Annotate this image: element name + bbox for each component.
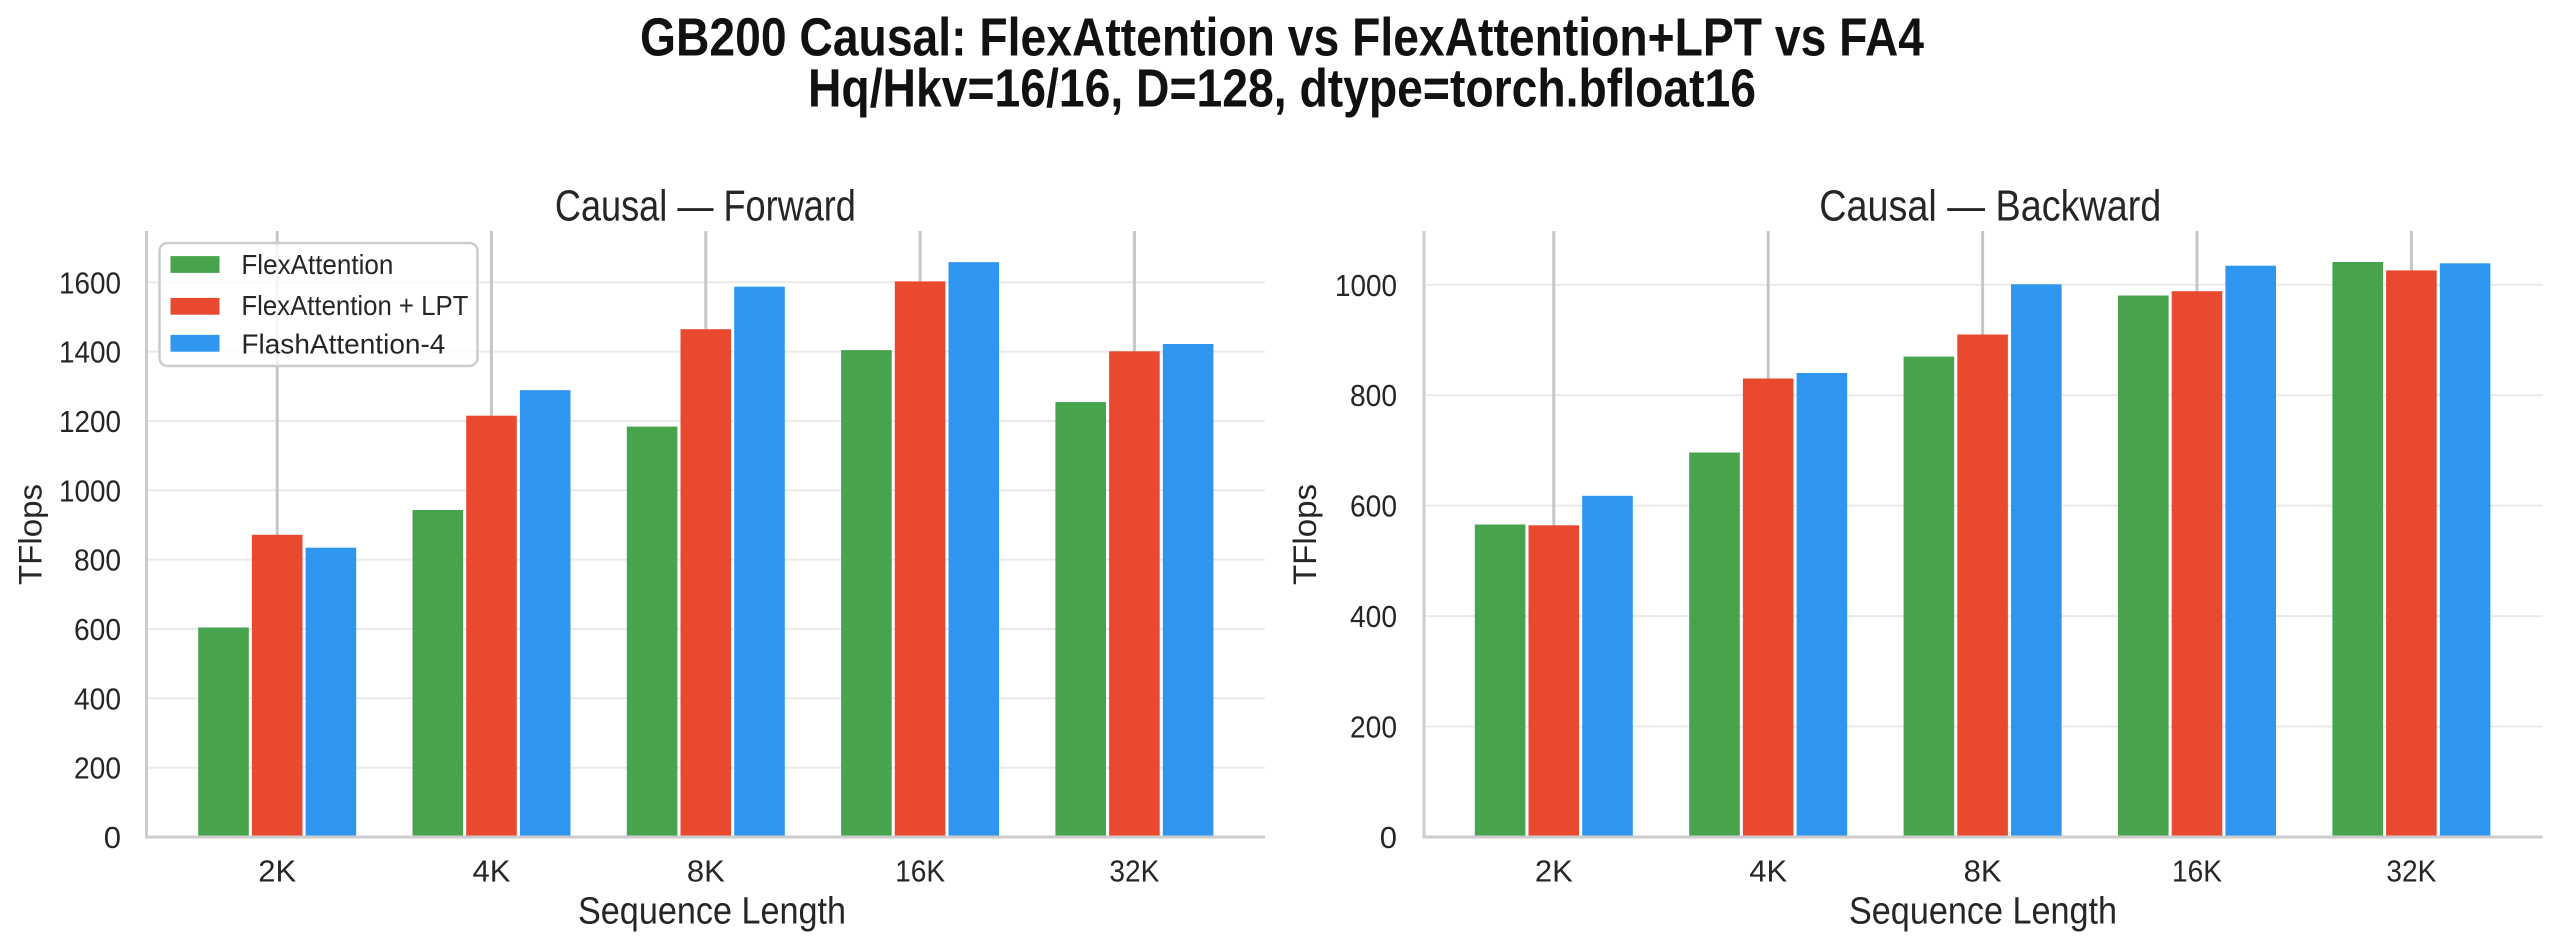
- svg-text:8K: 8K: [687, 854, 725, 889]
- svg-text:2K: 2K: [1535, 854, 1573, 889]
- svg-text:16K: 16K: [2172, 854, 2222, 889]
- svg-text:Causal — Backward: Causal — Backward: [1819, 182, 2161, 231]
- svg-text:800: 800: [1350, 378, 1397, 413]
- svg-text:FlexAttention + LPT: FlexAttention + LPT: [241, 290, 468, 321]
- svg-text:Hq/Hkv=16/16, D=128, dtype=tor: Hq/Hkv=16/16, D=128, dtype=torch.bfloat1…: [808, 59, 1756, 119]
- svg-text:GB200 Causal: FlexAttention vs: GB200 Causal: FlexAttention vs FlexAtten…: [640, 8, 1924, 68]
- svg-text:TFlops: TFlops: [1287, 484, 1323, 585]
- svg-text:TFlops: TFlops: [12, 484, 48, 585]
- svg-text:0: 0: [1380, 820, 1397, 855]
- svg-text:200: 200: [74, 751, 121, 786]
- svg-text:32K: 32K: [1109, 854, 1159, 889]
- svg-text:1400: 1400: [59, 335, 121, 370]
- svg-text:8K: 8K: [1964, 854, 2002, 889]
- svg-text:4K: 4K: [1749, 854, 1787, 889]
- svg-text:1200: 1200: [59, 404, 121, 439]
- svg-text:1000: 1000: [59, 473, 121, 508]
- svg-text:200: 200: [1350, 710, 1397, 745]
- svg-text:1000: 1000: [1335, 268, 1397, 303]
- svg-text:Sequence Length: Sequence Length: [578, 890, 846, 932]
- svg-text:600: 600: [74, 612, 121, 647]
- svg-text:4K: 4K: [473, 854, 511, 889]
- svg-text:600: 600: [1350, 489, 1397, 524]
- svg-text:Causal — Forward: Causal — Forward: [555, 182, 856, 231]
- svg-text:32K: 32K: [2386, 854, 2436, 889]
- svg-text:0: 0: [104, 820, 121, 855]
- svg-text:2K: 2K: [258, 854, 296, 889]
- svg-text:400: 400: [74, 681, 121, 716]
- svg-text:FlashAttention-4: FlashAttention-4: [241, 329, 445, 360]
- svg-text:FlexAttention: FlexAttention: [241, 249, 393, 280]
- svg-text:16K: 16K: [895, 854, 945, 889]
- svg-text:Sequence Length: Sequence Length: [1849, 890, 2117, 932]
- svg-text:400: 400: [1350, 599, 1397, 634]
- svg-text:1600: 1600: [59, 265, 121, 300]
- svg-text:800: 800: [74, 543, 121, 578]
